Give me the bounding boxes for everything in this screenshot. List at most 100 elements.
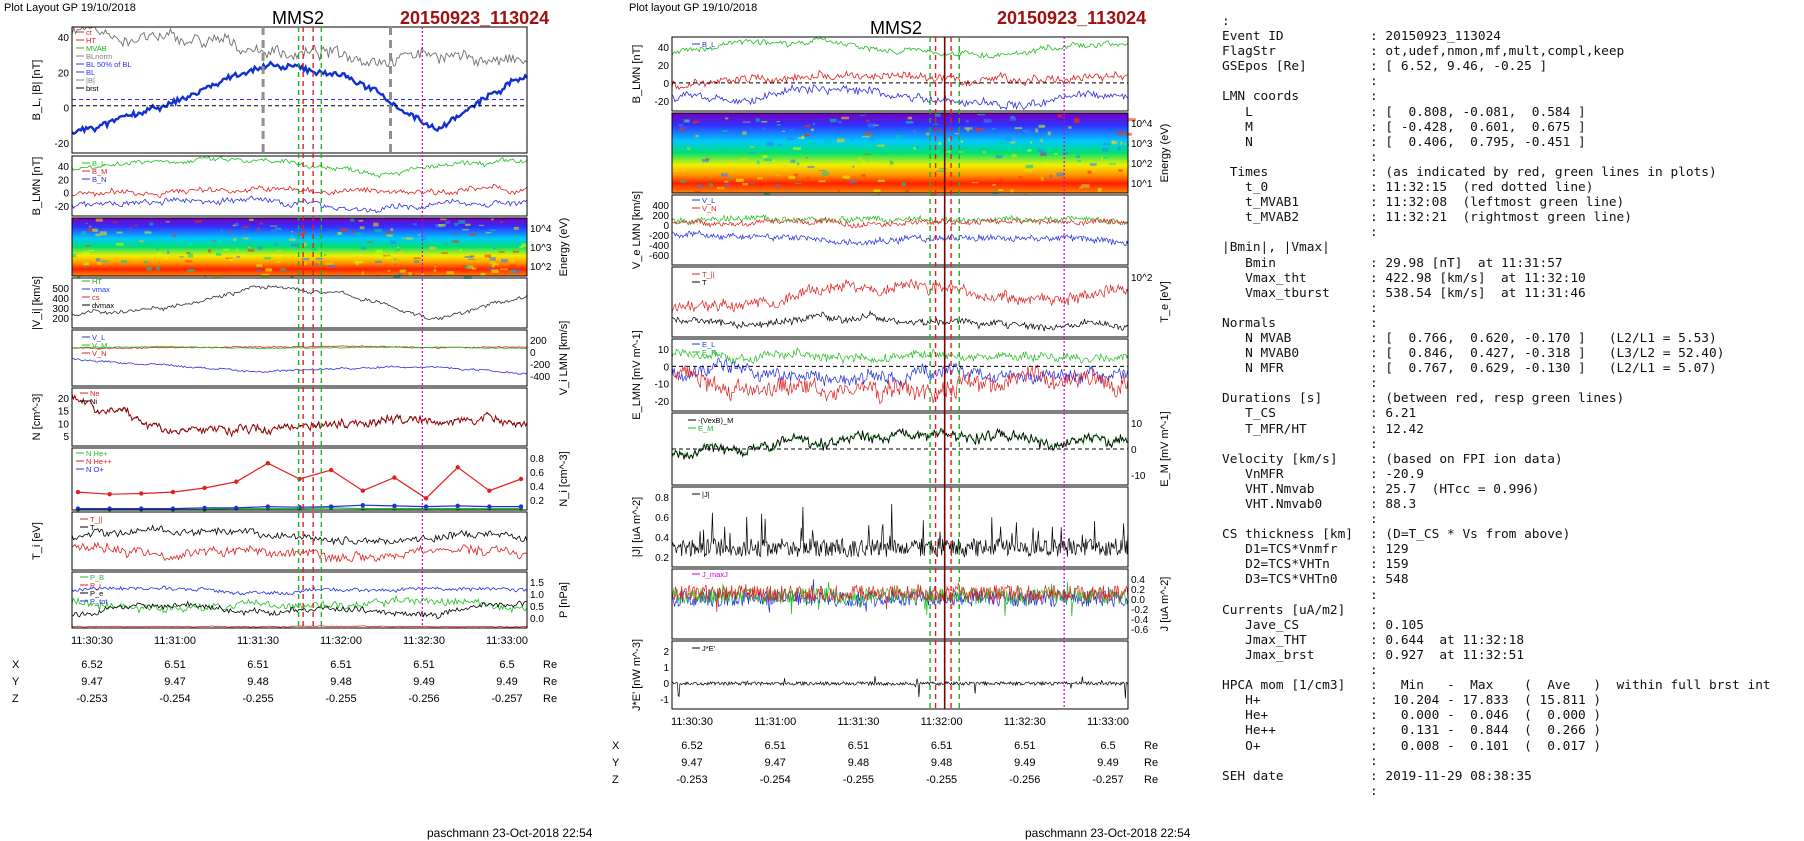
y-tick-label: 0.4 — [655, 533, 669, 544]
spectro-texture — [837, 138, 845, 143]
y-tick-label: 10^4 — [1131, 119, 1153, 130]
spectro-texture — [807, 165, 815, 169]
summary-value: : — [1370, 225, 1378, 241]
summary-row: He+: 0.000 - 0.046 ( 0.000 ) — [1222, 708, 1800, 723]
summary-value: : 2019-11-29 08:38:35 — [1370, 768, 1532, 784]
spectro-texture — [940, 161, 946, 164]
summary-value: : 548 — [1370, 572, 1409, 588]
summary-value: : (based on FPI ion data) — [1370, 451, 1563, 467]
summary-value: : -20.9 — [1370, 466, 1424, 482]
summary-row: : — [1222, 437, 1800, 452]
spectro-texture — [463, 275, 472, 279]
spectro-texture — [679, 127, 685, 131]
spectro-texture — [807, 185, 815, 188]
y-tick-label: -10 — [1131, 471, 1146, 482]
spectro-texture — [776, 124, 782, 126]
spectro-texture — [167, 250, 170, 255]
spectro-texture — [1097, 187, 1102, 192]
position-value: 6.51 — [413, 659, 434, 671]
position-row-label: Z — [612, 774, 619, 786]
spectro-texture — [724, 180, 729, 183]
spectro-texture — [829, 118, 837, 123]
spectro-texture — [783, 137, 788, 141]
summary-value: : 422.98 [km/s] at 11:32:10 — [1370, 270, 1586, 286]
j-magnitude-line — [671, 503, 1129, 559]
spectro-texture — [501, 259, 508, 263]
spectro-texture — [290, 275, 294, 278]
spectro-texture — [290, 243, 298, 247]
spectro-texture — [397, 273, 403, 277]
position-value: 6.51 — [330, 659, 351, 671]
summary-row: : — [1222, 754, 1800, 769]
position-value: 9.47 — [681, 757, 702, 769]
spectro-texture — [462, 229, 469, 231]
legend-entry: T — [90, 523, 95, 532]
spectro-texture — [778, 143, 781, 146]
spectro-texture — [429, 246, 437, 250]
ni-data-point — [75, 489, 81, 495]
summary-value: : 10.204 - 17.833 ( 15.811 ) — [1370, 693, 1602, 709]
position-value: 6.51 — [1014, 740, 1035, 752]
panel-frame — [71, 155, 528, 217]
b-m-component — [71, 184, 528, 199]
spectro-texture — [76, 253, 84, 255]
spectro-texture — [257, 226, 260, 231]
spectro-texture — [424, 256, 432, 258]
spectro-texture — [975, 129, 983, 132]
t-e-perp-line — [671, 310, 1129, 332]
position-value: 9.48 — [931, 757, 952, 769]
spectro-texture — [465, 223, 471, 226]
spectro-texture — [749, 182, 756, 185]
left-plot-header: Plot Layout GP 19/10/2018 — [4, 2, 136, 14]
spectro-texture — [1102, 156, 1108, 159]
spectro-texture — [736, 178, 744, 182]
spectro-texture — [491, 218, 494, 221]
summary-value: : 0.008 - 0.101 ( 0.017 ) — [1370, 738, 1602, 754]
spectro-texture — [1014, 127, 1022, 130]
spectro-texture — [421, 236, 426, 241]
spectro-texture — [129, 226, 132, 230]
y-tick-label: 10^2 — [1131, 159, 1153, 170]
spectro-texture — [1010, 115, 1015, 118]
panel-frame — [71, 26, 528, 154]
summary-key: Velocity [km/s] — [1222, 451, 1338, 467]
y-tick-label: 10 — [658, 345, 670, 356]
summary-value: : — [1370, 783, 1378, 799]
spectro-texture — [96, 258, 101, 262]
legend-entry: B_M — [92, 167, 107, 176]
summary-key: FlagStr — [1222, 44, 1276, 60]
legend-entry: cs — [92, 293, 100, 302]
spectro-texture — [912, 129, 917, 133]
summary-key: D1=TCS*Vnmfr — [1222, 542, 1338, 558]
spectro-texture — [234, 222, 239, 227]
spectro-texture — [394, 258, 397, 262]
summary-row: Bmin: 29.98 [nT] at 11:31:57 — [1222, 256, 1800, 271]
y-tick-label: 20 — [58, 68, 70, 79]
summary-key: He+ — [1222, 708, 1269, 724]
spectro-texture — [466, 265, 474, 269]
y-axis-label: T_i [eV] — [31, 522, 43, 560]
y-tick-label: 20 — [58, 175, 70, 186]
spectro-texture — [112, 221, 118, 223]
spectro-texture — [399, 269, 406, 273]
panel-frame — [671, 486, 1129, 568]
spectro-texture — [1011, 153, 1017, 158]
b-n-component — [71, 195, 528, 214]
x-tick-label: 11:31:30 — [237, 635, 279, 647]
spectro-texture — [998, 188, 1004, 191]
legend-entry: -(VexB)_M — [698, 416, 733, 425]
b-l-component — [671, 36, 1129, 59]
spectro-texture — [861, 136, 870, 138]
spectro-texture — [88, 225, 92, 228]
spectro-texture — [771, 160, 776, 162]
spectro-texture — [489, 260, 496, 264]
legend-entry: T_|| — [90, 515, 103, 524]
summary-row: GSEpos [Re]: [ 6.52, 9.46, -0.25 ] — [1222, 59, 1800, 74]
summary-row: Velocity [km/s] : (based on FPI ion data) — [1222, 452, 1800, 467]
position-unit: Re — [543, 659, 557, 671]
spectro-texture — [464, 255, 473, 258]
legend-entry: BL 50% of BL — [86, 60, 132, 69]
summary-value: : 129 — [1370, 542, 1409, 558]
spectro-texture — [337, 232, 342, 235]
